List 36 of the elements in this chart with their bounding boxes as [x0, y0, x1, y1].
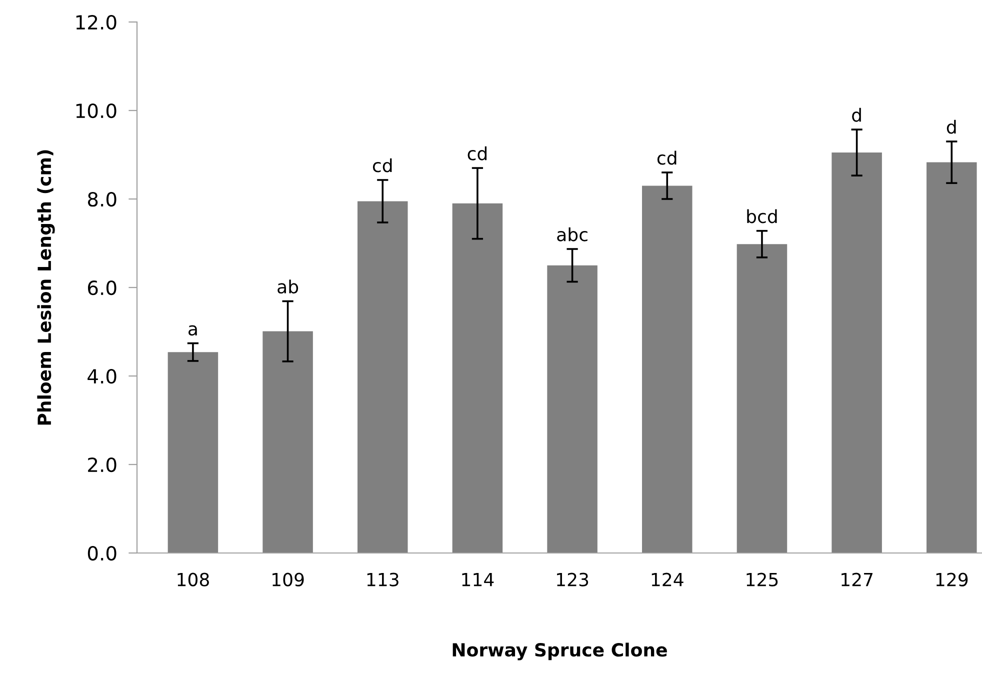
annotation: d	[946, 120, 956, 134]
x-axis-title: Norway Spruce Clone	[452, 642, 667, 660]
y-tick-label: 4.0	[88, 368, 116, 384]
y-axis-title: Phloem Lesion Length (cm)	[37, 150, 55, 425]
y-tick-label: 12.0	[76, 14, 116, 30]
x-tick-label: 108	[178, 572, 209, 586]
x-tick-label: 124	[652, 572, 684, 586]
bar	[642, 186, 692, 553]
y-tick-label: 6.0	[88, 280, 116, 296]
annotation: d	[852, 108, 861, 122]
annotation: bcd	[747, 209, 777, 224]
bar	[262, 331, 313, 553]
x-tick-label: 129	[936, 572, 968, 586]
bar	[168, 352, 218, 553]
x-tick-label: 127	[842, 572, 873, 586]
y-tick-label: 8.0	[88, 192, 116, 207]
x-tick-label: 113	[367, 572, 398, 586]
annotation: ab	[278, 280, 298, 294]
bar	[832, 152, 882, 553]
y-tick-label: 0.0	[88, 546, 116, 561]
y-tick-label: 10.0	[76, 103, 116, 118]
bar	[547, 265, 598, 553]
annotation: cd	[372, 158, 392, 172]
x-tick-label: 125	[746, 572, 778, 586]
bar	[452, 203, 503, 553]
x-tick-label: 123	[557, 572, 588, 586]
bar	[357, 201, 408, 553]
annotation: cd	[657, 150, 676, 165]
annotation: a	[188, 325, 197, 336]
x-tick-label: 114	[462, 573, 494, 586]
y-tick-label: 2.0	[88, 457, 116, 472]
annotation: abc	[557, 227, 588, 242]
bar	[736, 244, 788, 553]
annotation: cd	[468, 146, 487, 160]
bar	[926, 162, 977, 553]
x-tick-label: 109	[272, 572, 304, 586]
